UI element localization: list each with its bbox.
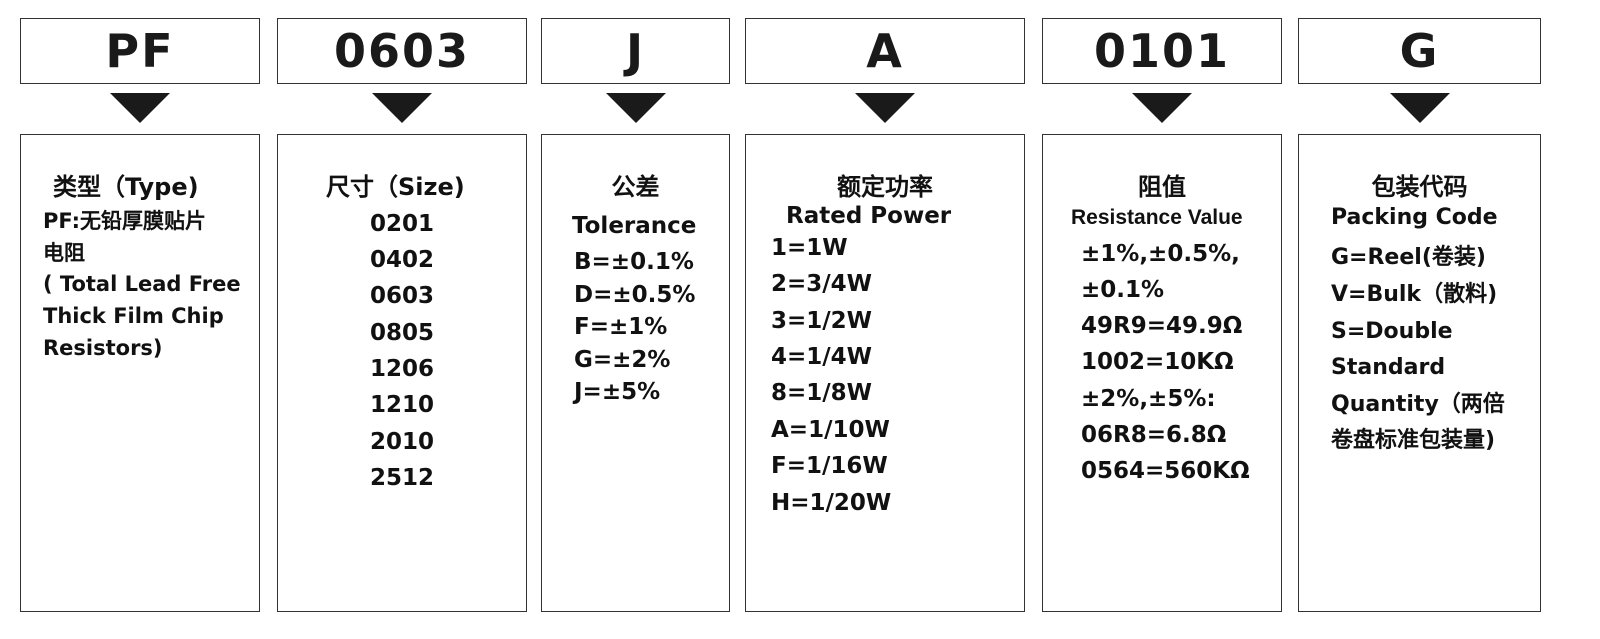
column-type: PF 类型（Type) PF:无铅厚膜贴片 电阻 ( Total Lead Fr… [20,0,260,639]
code-box-size: 0603 [277,18,527,84]
desc-line: B=±0.1% [574,249,694,275]
desc-line: 1=1W [771,235,848,261]
desc-line: Quantity（两倍 [1331,392,1505,417]
desc-box-resistance-value: 阻值 Resistance Value ±1%,±0.5%, ±0.1% 49R… [1042,134,1282,612]
desc-line: 8=1/8W [771,380,873,406]
desc-title: 尺寸（Size) [326,173,465,201]
down-arrow-icon [605,93,666,123]
down-arrow-icon [1132,93,1192,123]
desc-line: 卷盘标准包装量) [1331,428,1496,453]
desc-box-type: 类型（Type) PF:无铅厚膜贴片 电阻 ( Total Lead Free … [20,134,260,612]
desc-line: J=±5% [574,379,661,405]
desc-line: 1206 [369,356,434,382]
down-arrow-icon [372,93,432,123]
desc-line: ±2%,±5%: [1081,386,1216,412]
desc-line: 0564=560KΩ [1081,458,1250,484]
column-size: 0603 尺寸（Size) 0201 0402 0603 0805 1206 1… [277,0,527,639]
desc-line: Resistors) [43,336,163,360]
down-arrow-icon [110,93,170,123]
down-arrow-icon [1389,93,1450,123]
code-box-type: PF [20,18,260,84]
desc-line: Thick Film Chip [43,304,224,328]
desc-box-packing-code: 包装代码 Packing Code G=Reel(卷装) V=Bulk（散料) … [1298,134,1541,612]
code-box-rated-power: A [745,18,1025,84]
desc-line: Standard [1331,355,1446,380]
desc-title: 类型（Type) [53,173,199,201]
desc-line: 3=1/2W [771,308,873,334]
desc-title: 额定功率 [837,173,933,201]
desc-line: PF:无铅厚膜贴片 [43,209,206,233]
desc-line: F=±1% [574,314,668,340]
desc-line: ±1%,±0.5%, [1081,241,1240,267]
desc-line: G=±2% [574,347,671,373]
column-resistance-value: 0101 阻值 Resistance Value ±1%,±0.5%, ±0.1… [1042,0,1282,639]
desc-line: 电阻 [43,241,85,265]
desc-subtitle: Rated Power [786,203,952,229]
desc-title: 公差 [611,173,660,201]
down-arrow-icon [855,93,915,123]
desc-line: 06R8=6.8Ω [1081,422,1227,448]
desc-title: 阻值 [1138,173,1186,201]
desc-line: 0402 [369,247,434,273]
desc-line: 1002=10KΩ [1081,349,1234,375]
code-box-packing-code: G [1298,18,1541,84]
desc-line: 2010 [369,429,434,455]
desc-line: ±0.1% [1081,277,1165,303]
desc-line: G=Reel(卷装) [1331,245,1486,270]
desc-subtitle: Packing Code [1331,205,1498,230]
desc-line: 0603 [369,283,434,309]
desc-line: 0805 [369,320,434,346]
desc-line: 4=1/4W [771,344,873,370]
desc-line: V=Bulk（散料) [1331,282,1498,307]
code-box-resistance-value: 0101 [1042,18,1282,84]
desc-line: S=Double [1331,319,1453,344]
desc-box-size: 尺寸（Size) 0201 0402 0603 0805 1206 1210 2… [277,134,527,612]
desc-line: D=±0.5% [574,282,696,308]
code-box-tolerance: J [541,18,730,84]
desc-subtitle: Resistance Value [1071,206,1243,229]
column-rated-power: A 额定功率 Rated Power 1=1W 2=3/4W 3=1/2W 4=… [745,0,1025,639]
desc-line: H=1/20W [771,490,892,516]
column-packing-code: G 包装代码 Packing Code G=Reel(卷装) V=Bulk（散料… [1298,0,1541,639]
desc-line: 0201 [369,211,434,237]
desc-line: 2512 [369,465,434,491]
desc-line: 1210 [369,392,434,418]
desc-line: ( Total Lead Free [43,272,241,296]
desc-line: F=1/16W [771,453,888,479]
column-tolerance: J 公差 Tolerance B=±0.1% D=±0.5% F=±1% G=±… [541,0,730,639]
desc-line: 2=3/4W [771,271,873,297]
desc-subtitle: Tolerance [572,213,697,239]
desc-line: 49R9=49.9Ω [1081,313,1243,339]
desc-title: 包装代码 [1371,173,1468,201]
desc-line: A=1/10W [771,417,890,443]
desc-box-rated-power: 额定功率 Rated Power 1=1W 2=3/4W 3=1/2W 4=1/… [745,134,1025,612]
desc-box-tolerance: 公差 Tolerance B=±0.1% D=±0.5% F=±1% G=±2%… [541,134,730,612]
